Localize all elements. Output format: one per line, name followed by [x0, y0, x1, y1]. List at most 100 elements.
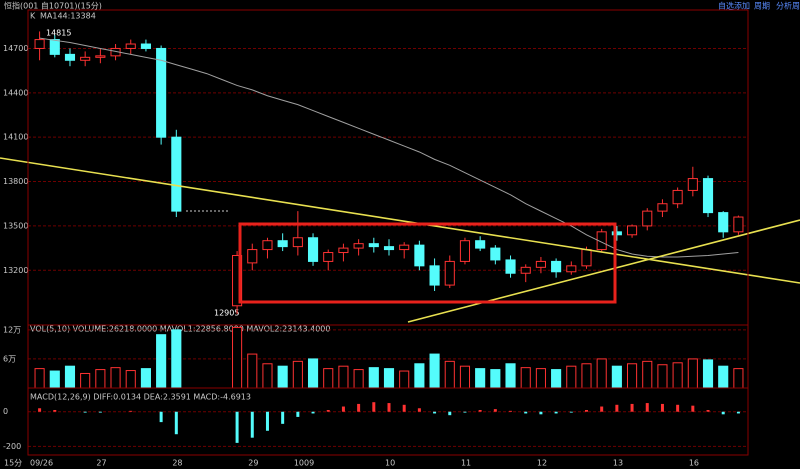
volume-bar [596, 358, 607, 389]
volume-bar [459, 365, 471, 389]
volume-bar [292, 360, 303, 389]
candle-body [733, 216, 744, 233]
volume-bar [353, 369, 364, 389]
ma-line [39, 37, 739, 258]
volume-bar [399, 370, 410, 389]
macd-title: MACD(12,26,9) DIFF:0.0134 DEA:2.3591 MAC… [30, 393, 251, 402]
plot: 13200 13500 13800 14100 14400 14700 6万 12万 -200 0… [3, 31, 748, 468]
volume-title: VOL(5,10) VOLUME:26218.0000 MAVOL1:22856… [30, 325, 331, 334]
x-tick-label: 16 [689, 459, 699, 468]
volume-bar [156, 334, 167, 389]
candle-body [323, 252, 334, 262]
candle-body [687, 178, 698, 191]
y-tick-label: 12万 [3, 325, 21, 334]
candle-body [535, 260, 546, 268]
macd-panel [27, 387, 749, 456]
toolbar-item[interactable]: 分析周期 [776, 1, 800, 11]
volume-bar [95, 369, 106, 389]
volume-bar [733, 368, 744, 389]
candle-body [444, 260, 455, 286]
candle-body [581, 249, 592, 267]
candle-body [429, 265, 440, 286]
candle-body [459, 240, 471, 262]
volume-bar [444, 360, 455, 389]
candle-body [338, 247, 349, 254]
x-tick-label: 10 [385, 459, 395, 468]
y-tick-label: 13800 [3, 177, 28, 186]
candle-body [34, 39, 45, 49]
candle-body [596, 231, 607, 251]
candle-body [156, 47, 167, 138]
min-annotation: 12905 [214, 309, 239, 318]
toolbar-item[interactable]: 周期 [754, 2, 770, 11]
candle-body [520, 266, 531, 274]
volume-bar [566, 365, 577, 389]
x-tick-label: 11 [461, 459, 471, 468]
y-tick-label: 14100 [3, 133, 28, 142]
y-tick-label: 13200 [3, 266, 28, 275]
volume-bar [657, 364, 668, 389]
candle-body [95, 55, 106, 58]
volume-bar [383, 368, 395, 389]
volume-bar [49, 370, 60, 389]
volume-bar [125, 370, 136, 389]
volume-bar [475, 368, 486, 389]
x-tick-label: 27 [96, 459, 106, 468]
candle-body [277, 240, 288, 248]
toolbar-item[interactable]: 自选添加 [718, 1, 750, 11]
volume-bar [535, 368, 546, 389]
volume-bar [232, 326, 243, 389]
volume-bar [323, 368, 334, 389]
x-tick-label: 09/26 [30, 459, 53, 468]
volume-bar [611, 365, 622, 389]
candle-body [292, 237, 303, 248]
candle-body [247, 249, 258, 264]
candle-body [262, 240, 273, 251]
candle-body [566, 265, 577, 273]
volume-bar [247, 353, 258, 389]
candle-body [611, 231, 622, 236]
y-tick-label: 6万 [3, 354, 16, 363]
y-tick-label: 14700 [3, 44, 28, 53]
candle-body [505, 259, 516, 274]
volume-bar [368, 367, 379, 389]
chart-title: 恒指(001 自10701)(15分) [4, 1, 102, 11]
volume-bar [429, 353, 440, 389]
y-tick-label: 14400 [3, 88, 28, 97]
candle-body [702, 178, 714, 214]
volume-bar [687, 358, 698, 389]
candle-body [718, 212, 729, 233]
max-annotation: 14815 [46, 29, 71, 38]
volume-bar [490, 369, 501, 389]
candle-body [383, 246, 395, 251]
candle-body [140, 43, 151, 49]
volume-bar [307, 358, 319, 389]
candle-body [672, 189, 683, 205]
volume-bar [672, 362, 683, 389]
k-icon: K [30, 12, 36, 21]
candle-body [490, 247, 501, 261]
x-tick-label: 13 [613, 459, 623, 468]
range-box [238, 222, 617, 304]
volume-bar [64, 365, 76, 389]
volume-bar [642, 360, 653, 389]
volume-bar [581, 363, 592, 389]
volume-bar [551, 369, 562, 389]
trendline [407, 219, 800, 323]
candle-body [232, 254, 243, 307]
x-tick-label: 29 [248, 459, 258, 468]
candle-body [414, 244, 425, 267]
candle-body [64, 53, 76, 61]
volume-bar [110, 367, 121, 389]
trendline [0, 157, 800, 284]
volume-bar [505, 363, 516, 389]
x-tick-label: 12 [537, 459, 547, 468]
y-tick-label: -200 [3, 442, 21, 451]
y-tick-label: 13500 [3, 221, 28, 230]
volume-bar [80, 372, 91, 389]
candle-body [551, 260, 562, 273]
candle-body [657, 203, 668, 212]
candle-body [125, 43, 136, 49]
candle-body [307, 237, 319, 262]
